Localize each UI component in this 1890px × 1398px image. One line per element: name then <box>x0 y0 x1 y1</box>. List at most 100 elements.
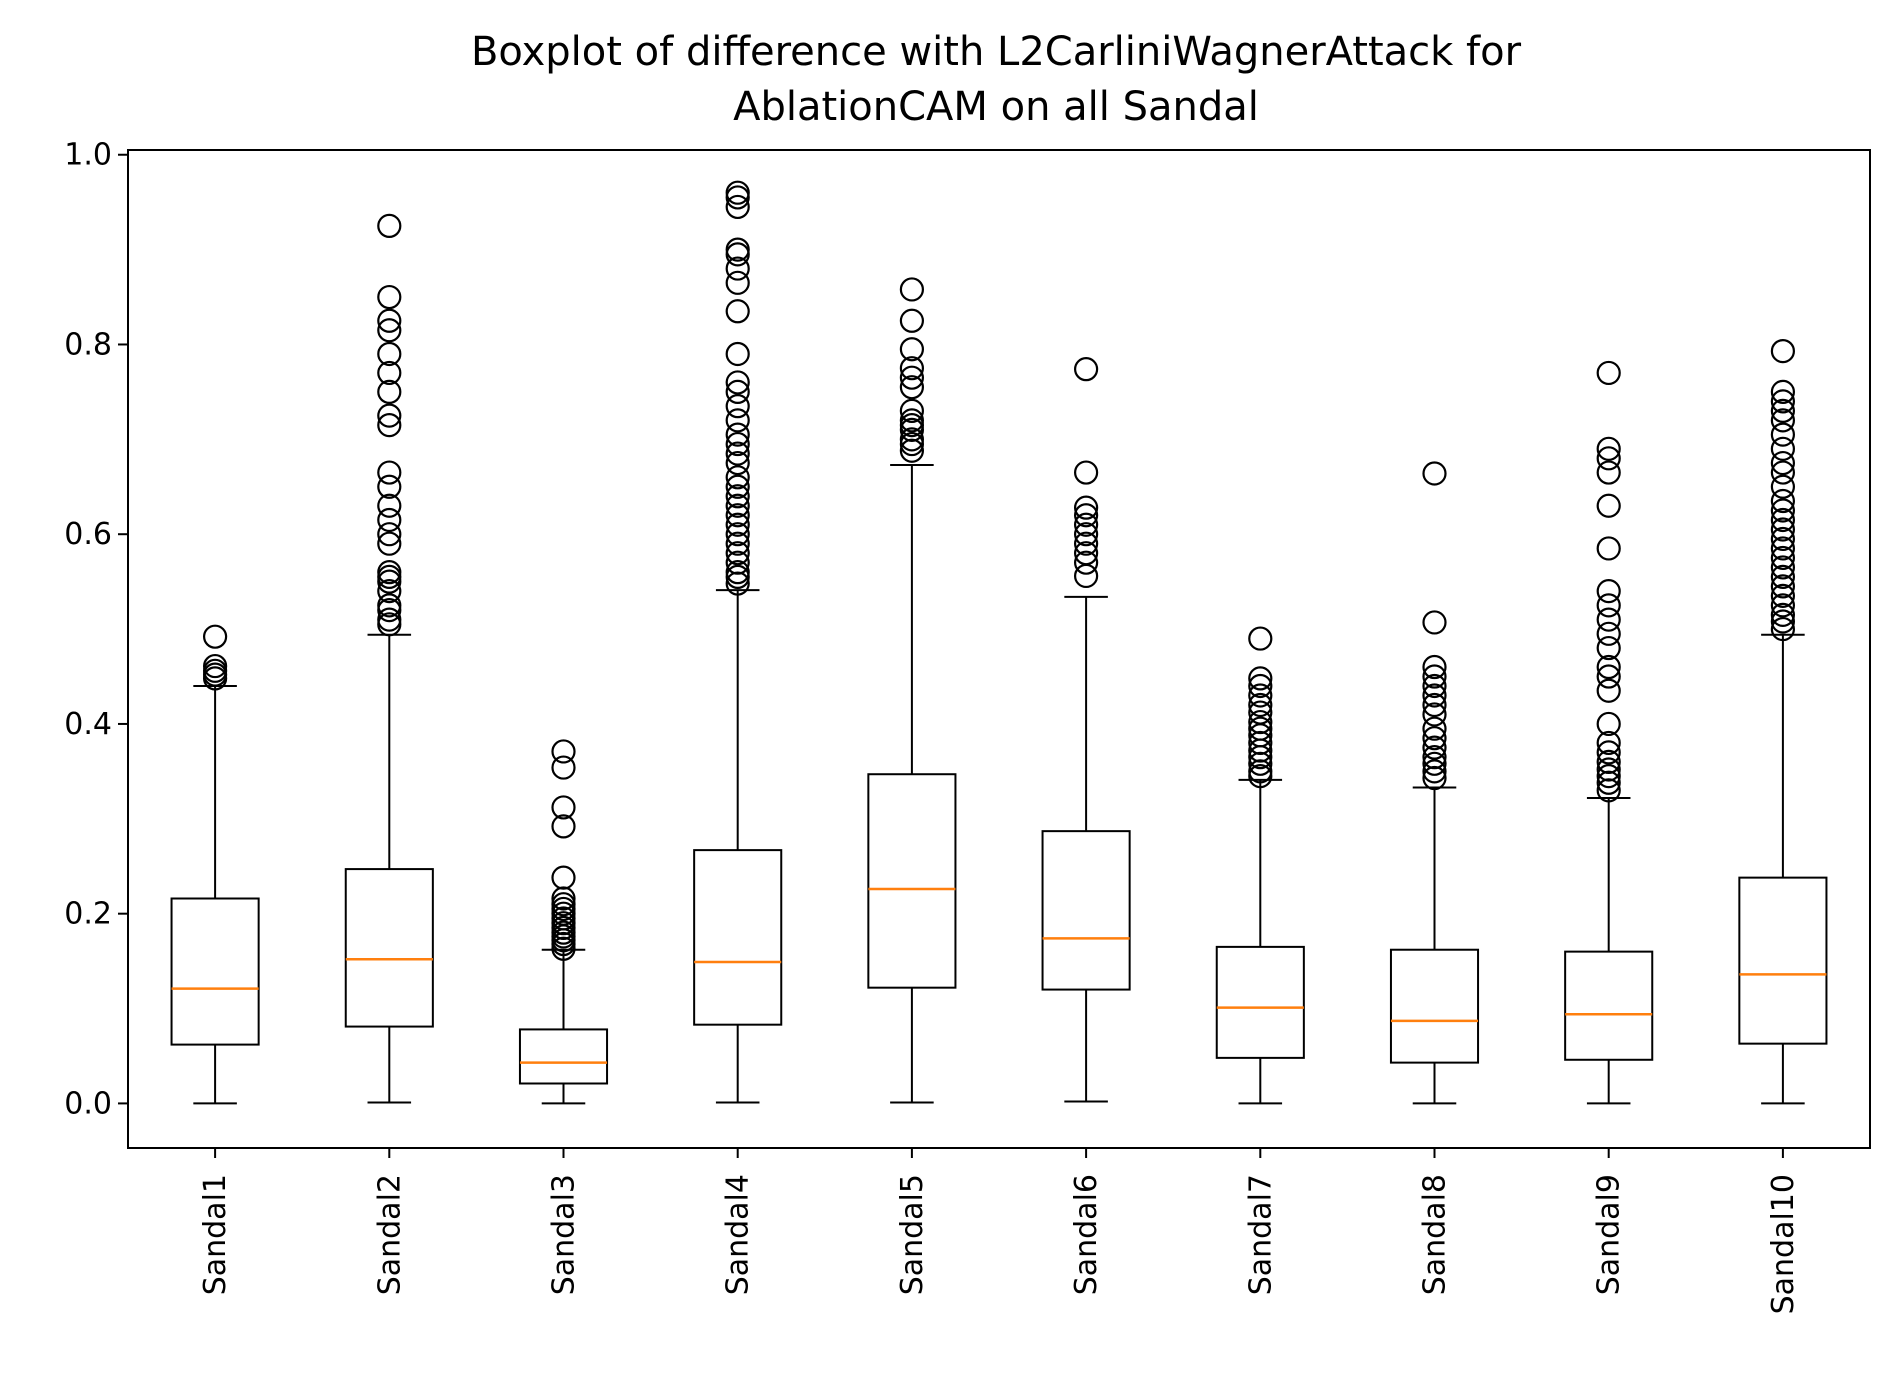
outlier-point <box>1422 716 1447 741</box>
outlier-point <box>725 237 750 262</box>
x-tick-label: Sandal10 <box>1766 1174 1801 1314</box>
outlier-point <box>1596 757 1621 782</box>
outlier-point <box>1073 531 1099 556</box>
plot-frame <box>127 149 1871 1149</box>
outlier-point <box>725 541 750 566</box>
box-iqr <box>518 1028 609 1085</box>
outlier-point <box>1596 740 1621 765</box>
outlier-point <box>377 460 402 485</box>
outlier-point <box>1596 749 1621 774</box>
outlier-point <box>1073 495 1099 520</box>
outlier-point <box>377 213 402 238</box>
outlier-point <box>1596 678 1621 703</box>
outlier-point <box>1770 564 1796 590</box>
outlier-point <box>1248 716 1273 741</box>
outlier-point <box>1596 536 1621 561</box>
outlier-point <box>1770 389 1796 414</box>
outlier-point <box>725 522 750 547</box>
outlier-point <box>899 365 925 390</box>
outlier-point <box>1073 522 1099 547</box>
outlier-point <box>203 624 228 649</box>
outlier-point <box>725 341 750 367</box>
x-tick-label: Sandal9 <box>1592 1174 1627 1295</box>
outlier-point <box>899 337 925 362</box>
outlier-point <box>1770 474 1796 499</box>
x-tick-label: Sandal1 <box>198 1174 233 1295</box>
outlier-point <box>1422 765 1447 791</box>
outlier-point <box>1770 379 1796 405</box>
chart-title-line-1: Boxplot of difference with L2CarliniWagn… <box>471 29 1522 75</box>
y-tick-label: 0.4 <box>64 707 112 742</box>
outlier-point <box>899 398 925 423</box>
outlier-point <box>1770 408 1796 433</box>
outlier-point <box>1422 726 1447 751</box>
outlier-point <box>1073 357 1099 382</box>
outlier-point <box>377 413 402 438</box>
box-iqr <box>1564 950 1654 1061</box>
outlier-point <box>1422 735 1447 760</box>
outlier-point <box>1770 526 1796 552</box>
outlier-point <box>1770 339 1796 364</box>
outlier-point <box>1248 709 1273 735</box>
outlier-point <box>1248 673 1273 699</box>
outlier-point <box>725 484 750 509</box>
outlier-point <box>1770 498 1796 523</box>
outlier-point <box>377 341 402 367</box>
outlier-point <box>1770 555 1796 580</box>
outlier-point <box>551 886 576 911</box>
x-tick-label: Sandal4 <box>721 1174 756 1295</box>
outlier-point <box>1248 683 1273 708</box>
outlier-point <box>899 375 925 400</box>
outlier-point <box>1596 593 1621 618</box>
outlier-point <box>1422 461 1447 486</box>
outlier-point <box>1422 702 1447 727</box>
outlier-point <box>377 593 402 618</box>
outlier-point <box>377 308 402 333</box>
outlier-point <box>1596 436 1621 461</box>
outlier-point <box>1770 398 1796 423</box>
outlier-point <box>1770 616 1796 642</box>
box-iqr <box>867 773 957 989</box>
outlier-point <box>725 465 750 490</box>
outlier-point <box>725 379 750 405</box>
outlier-point <box>377 493 402 518</box>
outlier-point <box>725 256 750 281</box>
outlier-point <box>1248 666 1273 691</box>
outlier-point <box>377 522 402 547</box>
outlier-point <box>1596 654 1621 680</box>
outlier-point <box>551 739 576 764</box>
outlier-point <box>551 892 576 917</box>
outlier-point <box>899 408 925 433</box>
outlier-point <box>1422 745 1447 770</box>
outlier-point <box>725 474 750 499</box>
box-iqr <box>1215 945 1305 1059</box>
outlier-point <box>1248 730 1273 756</box>
outlier-point <box>899 427 925 452</box>
outlier-point <box>1596 635 1621 661</box>
outlier-point <box>725 531 750 556</box>
outlier-point <box>1770 436 1796 461</box>
outlier-point <box>1248 700 1273 725</box>
outlier-point <box>1596 607 1621 632</box>
outlier-point <box>377 579 402 604</box>
outlier-point <box>1596 493 1621 518</box>
box-iqr <box>693 849 783 1026</box>
outlier-point <box>1596 621 1621 646</box>
y-tick-label: 0.0 <box>64 1086 112 1121</box>
outlier-point <box>377 607 402 632</box>
outlier-point <box>1073 512 1099 537</box>
x-tick-label: Sandal2 <box>372 1174 407 1295</box>
outlier-point <box>1248 751 1273 776</box>
outlier-point <box>899 438 925 463</box>
outlier-point <box>1422 759 1447 784</box>
y-tick-label: 1.0 <box>64 138 112 173</box>
outlier-point <box>377 531 402 556</box>
box-iqr <box>1389 948 1480 1064</box>
outlier-point <box>725 408 750 433</box>
outlier-point <box>551 865 576 890</box>
outlier-point <box>1770 507 1796 533</box>
outlier-point <box>1770 602 1796 627</box>
outlier-point <box>725 422 750 447</box>
outlier-point <box>551 814 576 839</box>
outlier-point <box>725 571 750 596</box>
